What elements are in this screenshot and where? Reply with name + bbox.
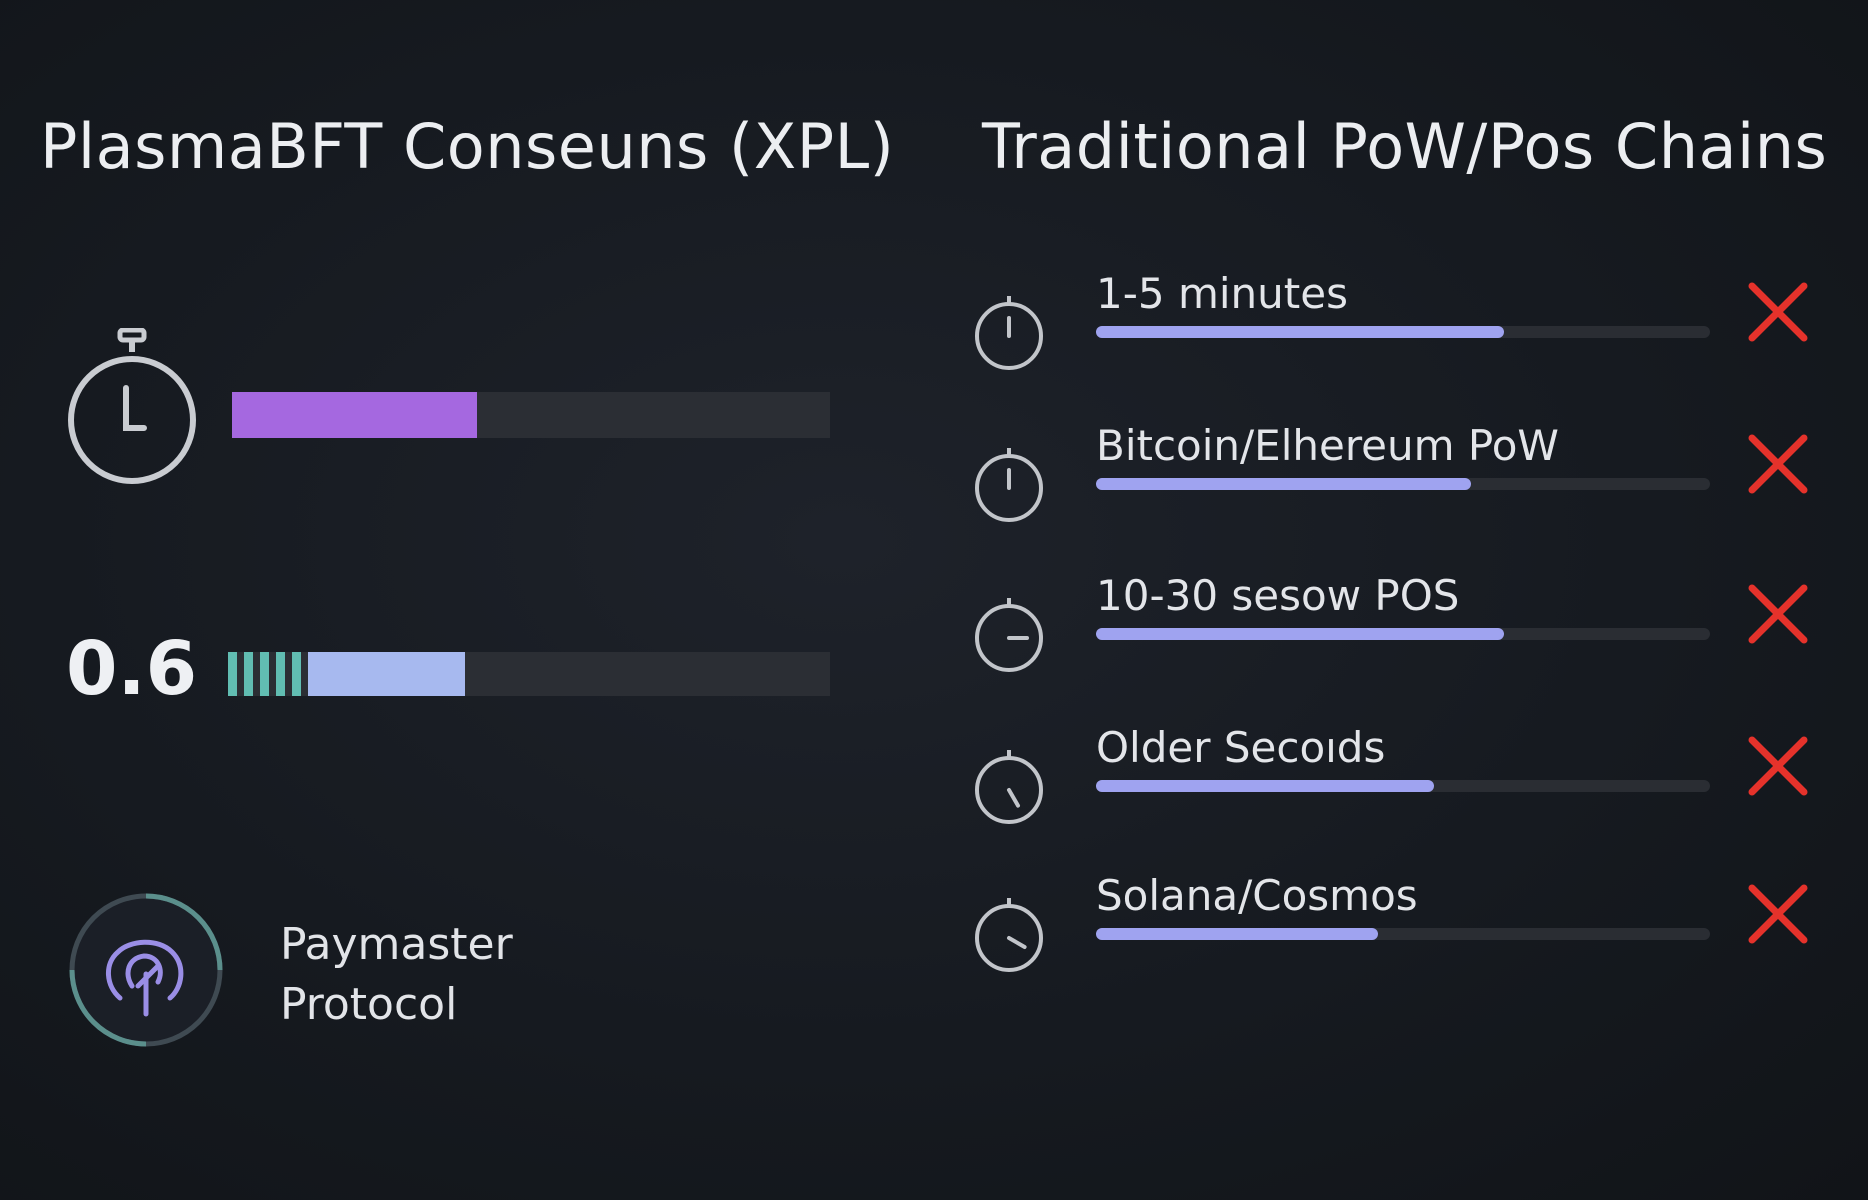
paymaster-label-line2: Protocol [280,979,458,1030]
comparison-row: Bitcoin/Elhereum PoW [970,418,1820,522]
comparison-row-bar-fill [1096,928,1379,940]
comparison-row-label: 10-30 sesow POS [1096,571,1460,620]
left-heading: PlasmaBFT Conseuns (XPL) [40,110,895,183]
comparison-row-bar [1096,928,1710,940]
comparison-row-bar [1096,628,1710,640]
x-icon [1748,282,1808,342]
comparison-row-bar [1096,780,1710,792]
clock-icon [975,296,1043,370]
fee-value: 0.6 [66,626,198,712]
x-icon [1748,736,1808,796]
comparison-row: 10-30 sesow POS [970,568,1820,672]
comparison-row-bar [1096,478,1710,490]
comparison-row-bar-fill [1096,628,1505,640]
clock-icon [975,598,1043,672]
stopwatch-icon [68,328,196,484]
comparison-row-bar-fill [1096,780,1434,792]
fee-bar-stripes [228,652,308,696]
finality-speed-bar [232,392,830,438]
fee-bar-fill [308,652,465,696]
x-icon [1748,434,1808,494]
finality-speed-bar-fill [232,392,478,438]
paymaster-label-line1: Paymaster [280,919,513,970]
comparison-row: Solana/Cosmos [970,868,1820,972]
paymaster-label: Paymaster Protocol [280,915,513,1035]
paymaster-icon [69,893,223,1047]
comparison-row-bar-fill [1096,326,1505,338]
comparison-row-bar-fill [1096,478,1471,490]
x-icon [1748,884,1808,944]
comparison-row: Older Secoıds [970,720,1820,824]
comparison-row-label: Solana/Cosmos [1096,871,1418,920]
clock-icon [975,750,1043,824]
clock-icon [975,898,1043,972]
x-icon [1748,584,1808,644]
comparison-row-label: Bitcoin/Elhereum PoW [1096,421,1559,470]
comparison-row: 1-5 minutes [970,266,1820,370]
fee-bar [228,652,830,696]
right-heading: Traditional PoW/Pos Chains [982,110,1828,183]
clock-icon [975,448,1043,522]
comparison-row-label: Older Secoıds [1096,723,1386,772]
comparison-row-label: 1-5 minutes [1096,269,1348,318]
comparison-row-bar [1096,326,1710,338]
